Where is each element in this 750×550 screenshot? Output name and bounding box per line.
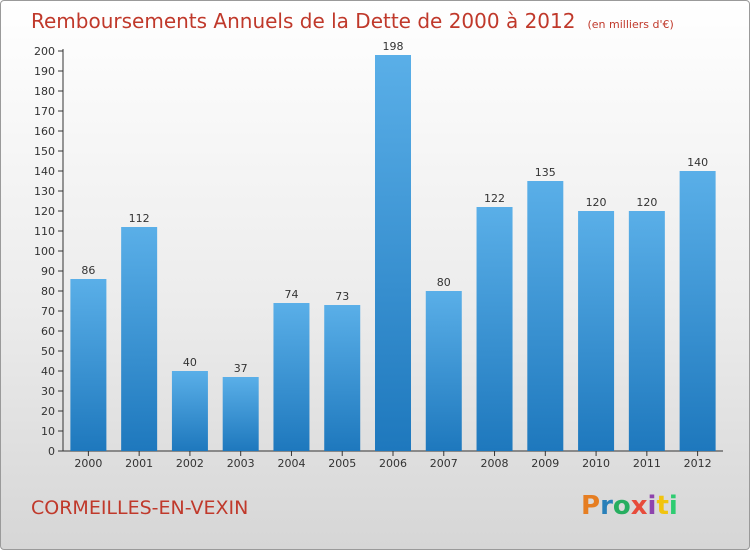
x-tick-label: 2011	[633, 457, 661, 470]
bar	[628, 211, 665, 451]
x-tick-label: 2005	[328, 457, 356, 470]
y-tick-label: 60	[41, 325, 55, 338]
y-tick-label: 170	[34, 105, 55, 118]
data-label: 80	[437, 276, 451, 289]
chart-axes: 0 10 20 30 40 50 60 70 80 90 100 110 120 130 140 150 160…	[34, 45, 723, 458]
x-tick-label: 2006	[379, 457, 407, 470]
y-tick-label: 190	[34, 65, 55, 78]
brand-logo-letter: o	[612, 491, 631, 521]
x-tick-label: 2003	[227, 457, 255, 470]
brand-logo-letter: i	[668, 491, 678, 521]
bar	[527, 181, 564, 451]
y-tick-label: 180	[34, 85, 55, 98]
data-label: 40	[183, 356, 197, 369]
bar	[121, 227, 158, 451]
y-tick-label: 0	[48, 445, 55, 458]
y-tick-label: 100	[34, 245, 55, 258]
x-tick-label: 2004	[277, 457, 305, 470]
y-tick-label: 70	[41, 305, 55, 318]
chart-labels: 86 2000 112 2001 40 2002 37 2003 74 2004 73 2005 198…	[74, 40, 711, 470]
y-tick-label: 20	[41, 405, 55, 418]
x-tick-label: 2001	[125, 457, 153, 470]
bar	[70, 279, 107, 451]
data-label: 198	[383, 40, 404, 53]
bar	[375, 55, 411, 451]
brand-logo-letter: t	[656, 491, 669, 521]
chart-bars	[70, 55, 716, 451]
data-label: 112	[129, 212, 150, 225]
y-tick-label: 110	[34, 225, 55, 238]
bar	[476, 207, 513, 451]
x-tick-label: 2012	[684, 457, 712, 470]
x-tick-label: 2010	[582, 457, 610, 470]
x-tick-label: 2008	[481, 457, 509, 470]
y-tick-label: 90	[41, 265, 55, 278]
data-label: 74	[284, 288, 298, 301]
bar	[222, 377, 259, 451]
y-tick-label: 120	[34, 205, 55, 218]
y-tick-label: 150	[34, 145, 55, 158]
data-label: 122	[484, 192, 505, 205]
x-tick-label: 2002	[176, 457, 204, 470]
data-label: 135	[535, 166, 556, 179]
chart-title-text: Remboursements Annuels de la Dette de 20…	[31, 9, 576, 33]
y-tick-label: 200	[34, 45, 55, 58]
data-label: 37	[234, 362, 248, 375]
bar	[171, 371, 208, 451]
bar	[273, 303, 310, 451]
y-tick-label: 140	[34, 165, 55, 178]
brand-logo: Proxiti	[581, 491, 678, 521]
y-tick-label: 40	[41, 365, 55, 378]
data-label: 86	[81, 264, 95, 277]
y-tick-label: 80	[41, 285, 55, 298]
y-tick-label: 30	[41, 385, 55, 398]
data-label: 120	[586, 196, 607, 209]
data-label: 73	[335, 290, 349, 303]
x-tick-label: 2000	[74, 457, 102, 470]
data-label: 120	[636, 196, 657, 209]
y-tick-label: 130	[34, 185, 55, 198]
x-tick-label: 2007	[430, 457, 458, 470]
brand-logo-letter: i	[647, 491, 657, 521]
brand-logo-letter: P	[581, 491, 601, 521]
chart-subtitle: (en milliers d'€)	[587, 18, 674, 31]
data-label: 140	[687, 156, 708, 169]
brand-logo-letter: x	[630, 491, 648, 521]
y-tick-label: 10	[41, 425, 55, 438]
bar	[324, 305, 361, 451]
y-tick-label: 160	[34, 125, 55, 138]
bar	[578, 211, 615, 451]
commune-name: CORMEILLES-EN-VEXIN	[31, 497, 249, 519]
bar	[425, 291, 462, 451]
chart-title: Remboursements Annuels de la Dette de 20…	[31, 9, 674, 33]
bar	[679, 171, 716, 451]
brand-logo-letter: r	[600, 491, 613, 521]
x-tick-label: 2009	[531, 457, 559, 470]
y-tick-label: 50	[41, 345, 55, 358]
